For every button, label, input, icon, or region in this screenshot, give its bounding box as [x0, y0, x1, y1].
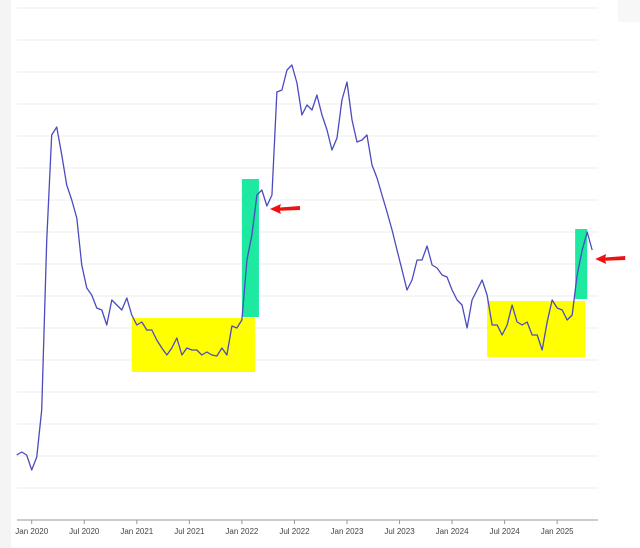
x-tick-label: Jul 2020 [69, 527, 100, 536]
highlight-box [131, 318, 255, 372]
x-tick-label: Jan 2025 [541, 527, 574, 536]
data-line [16, 64, 593, 471]
x-tick-label: Jan 2024 [436, 527, 469, 536]
x-tick-label: Jan 2020 [15, 527, 48, 536]
arrow [269, 204, 300, 214]
x-tick-label: Jul 2024 [489, 527, 520, 536]
highlight-box [487, 301, 586, 357]
x-tick-label: Jul 2023 [384, 527, 415, 536]
side-strip [0, 0, 11, 548]
x-tick-label: Jan 2021 [120, 527, 153, 536]
x-tick-label: Jul 2022 [279, 527, 310, 536]
x-tick-label: Jan 2023 [331, 527, 364, 536]
highlight-box [575, 229, 588, 299]
arrow [595, 254, 626, 264]
x-tick-label: Jan 2022 [225, 527, 258, 536]
x-tick-label: Jul 2021 [174, 527, 205, 536]
corner-box [618, 0, 640, 22]
